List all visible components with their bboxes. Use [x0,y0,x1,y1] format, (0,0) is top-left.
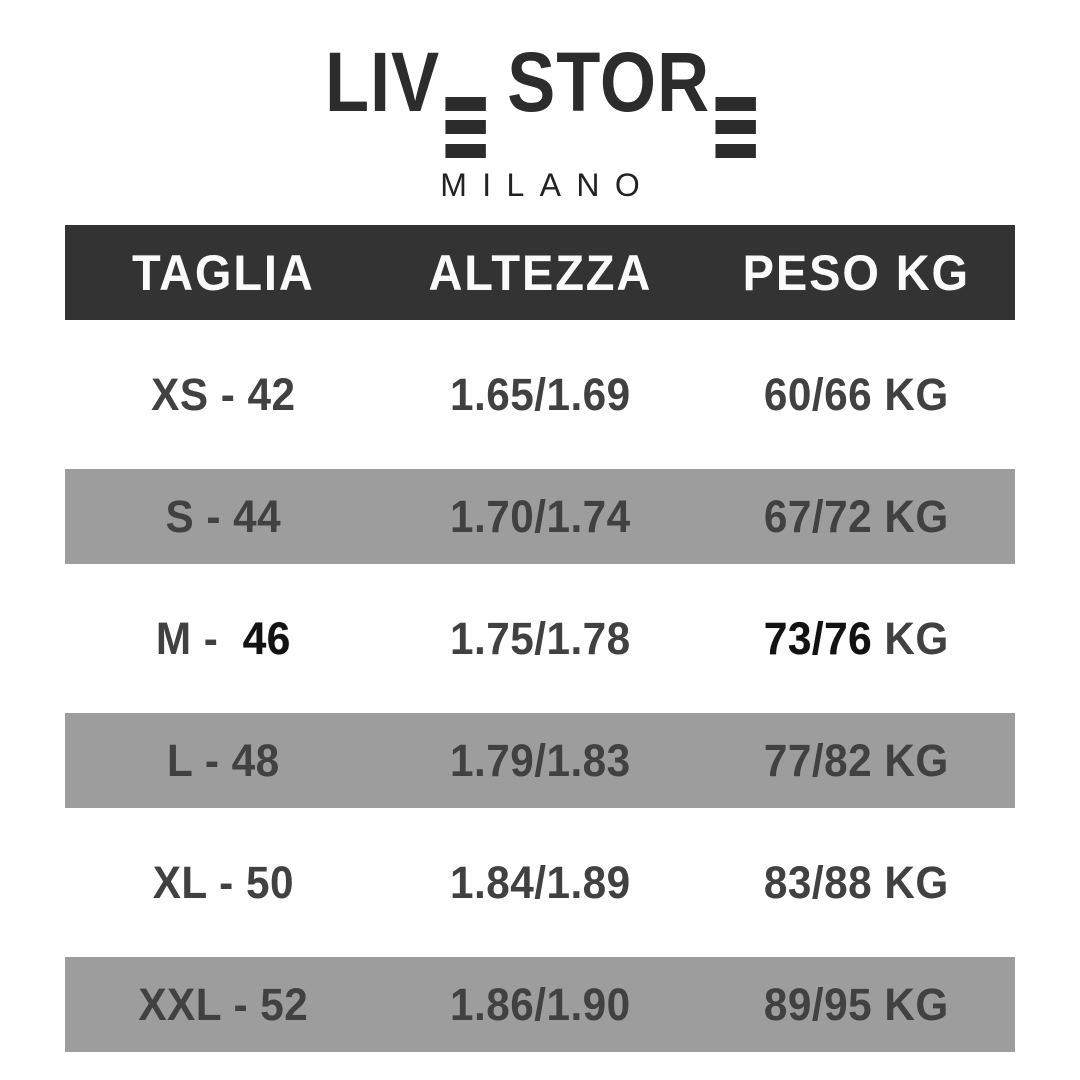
cell-altezza: 1.70/1.74 [449,490,631,542]
page-root: LIV STOR MILANO TAGLIA ALTEZZA PESO KG XS… [0,0,1080,1053]
brand-subtitle: MILANO [440,166,656,203]
brand-letters-liv: LIV [324,35,440,129]
cell-peso: 77/82 KG [764,734,950,786]
table-row: S - 44 1.70/1.74 67/72 KG [65,469,1015,565]
cell-taglia: XXL - 52 [138,978,309,1030]
stylized-e-icon [714,97,756,158]
cell-taglia: L - 48 [167,734,280,786]
cell-altezza: 1.84/1.89 [449,856,631,908]
header-cell-altezza: ALTEZZA [428,244,652,301]
table-row: XL - 50 1.84/1.89 83/88 KG [65,835,1015,930]
cell-taglia: XS - 42 [151,368,296,420]
cell-peso: 67/72 KG [764,490,950,542]
cell-altezza: 1.86/1.90 [449,978,631,1030]
table-row: XS - 42 1.65/1.69 60/66 KG [65,347,1015,442]
table-row: M - 46 1.75/1.78 73/76 KG [65,591,1015,686]
cell-altezza: 1.65/1.69 [449,368,631,420]
cell-taglia: S - 44 [165,490,282,542]
cell-peso: 83/88 KG [764,856,950,908]
brand-logo: LIV STOR MILANO [0,0,1080,203]
cell-altezza: 1.79/1.83 [449,734,631,786]
brand-letters-stor: STOR [506,35,710,129]
stylized-e-icon [444,97,486,158]
cell-altezza: 1.75/1.78 [449,612,631,664]
table-header-row: TAGLIA ALTEZZA PESO KG [65,225,1015,321]
cell-peso: 73/76 KG [764,612,950,664]
cell-taglia: M - 46 [155,612,291,664]
cell-taglia: XL - 50 [152,856,294,908]
cell-peso: 89/95 KG [764,978,950,1030]
table-body: XS - 42 1.65/1.69 60/66 KG S - 44 1.70/1… [65,347,1015,1053]
table-row: L - 48 1.79/1.83 77/82 KG [65,713,1015,809]
brand-wordmark: LIV STOR [324,35,756,158]
cell-peso: 60/66 KG [764,368,950,420]
table-row: XXL - 52 1.86/1.90 89/95 KG [65,957,1015,1053]
header-cell-taglia: TAGLIA [131,244,315,301]
size-chart-table: TAGLIA ALTEZZA PESO KG XS - 42 1.65/1.69… [65,225,1015,1053]
header-cell-peso: PESO KG [743,244,971,301]
